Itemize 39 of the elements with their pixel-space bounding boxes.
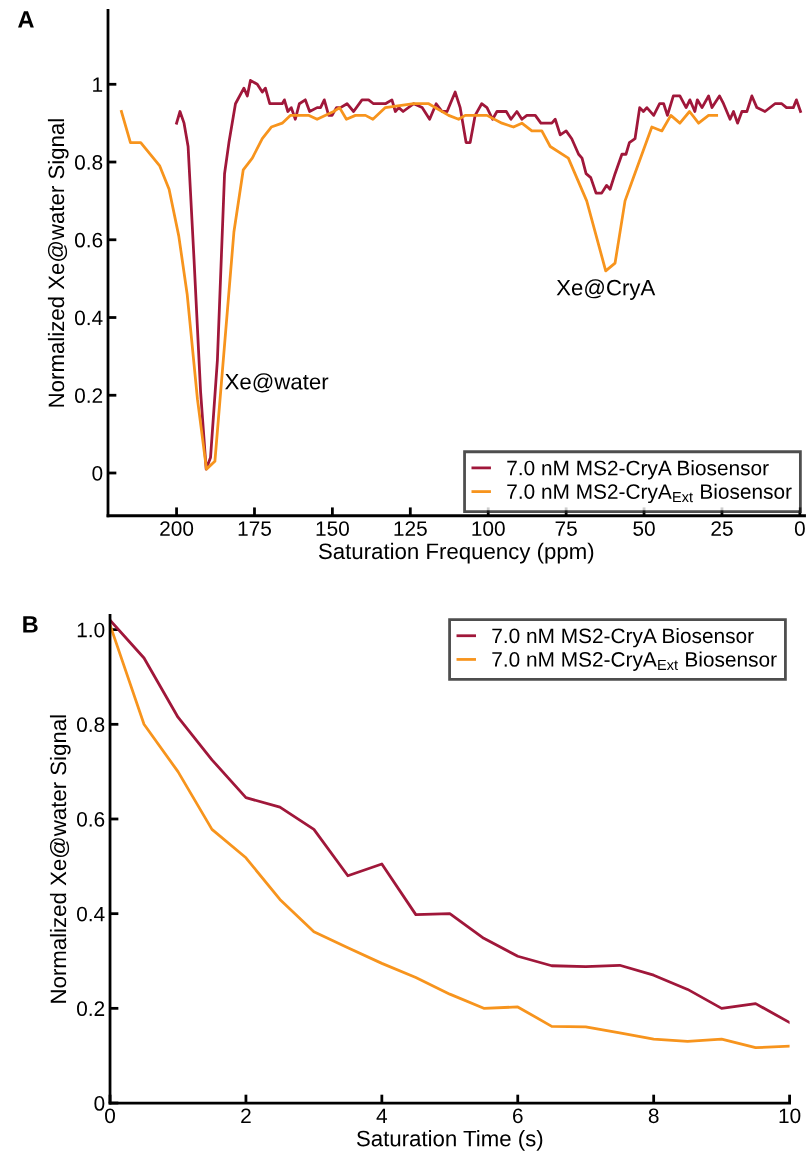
x-tick-label: 0 (794, 521, 805, 536)
annotation: Xe@CryA (556, 279, 656, 300)
x-tick-label: 8 (648, 1108, 659, 1124)
x-tick-label: 2 (241, 1108, 251, 1123)
x-tick-label: 4 (376, 1108, 388, 1123)
y-tick-label: 1 (93, 77, 103, 92)
y-tick-label: 0 (94, 1096, 105, 1111)
legend-label: 7.0 nM MS2-CryA Biosensor (507, 460, 769, 480)
legend-label: 7.0 nM MS2-CryA$_{Ext}$ Biosensor (507, 483, 792, 504)
y-tick-label: 0.2 (75, 388, 103, 404)
y-tick-label: 0.8 (77, 717, 105, 733)
y-tick-label: 0.4 (75, 310, 103, 326)
x-axis-title: Saturation Frequency (ppm) (318, 542, 594, 564)
chart-title: B (23, 616, 38, 633)
annotation: Xe@water (225, 373, 329, 393)
x-tick-label: 0 (105, 1108, 115, 1124)
x-tick-label: 75 (555, 521, 577, 536)
x-tick-label: 100 (472, 521, 505, 536)
legend-label: 7.0 nM MS2-CryA Biosensor (492, 627, 754, 648)
y-tick-label: 0 (92, 466, 103, 481)
x-tick-label: 6 (513, 1108, 523, 1124)
x-tick-label: 200 (160, 521, 194, 536)
y-axis-title: Normalized Xe@water Signal (47, 119, 69, 407)
y-tick-label: 1.0 (77, 622, 105, 638)
y-tick-label: 0.6 (77, 811, 105, 827)
x-tick-label: 125 (394, 521, 427, 536)
x-tick-label: 175 (238, 521, 271, 536)
x-tick-label: 25 (711, 521, 733, 536)
x-tick-label: 50 (633, 521, 655, 536)
x-tick-label: 150 (316, 521, 349, 536)
legend-label: 7.0 nM MS2-CryA$_{Ext}$ Biosensor (492, 651, 777, 671)
x-tick-label: 10 (779, 1108, 801, 1124)
y-tick-label: 0.8 (75, 155, 103, 170)
y-axis-title: Normalized Xe@water Signal (49, 715, 71, 1003)
x-axis-title: Saturation Time (s) (356, 1130, 543, 1151)
y-tick-label: 0.2 (77, 1001, 105, 1017)
chart-title: A (18, 11, 34, 28)
y-tick-label: 0.6 (75, 232, 103, 248)
y-tick-label: 0.4 (77, 906, 105, 922)
